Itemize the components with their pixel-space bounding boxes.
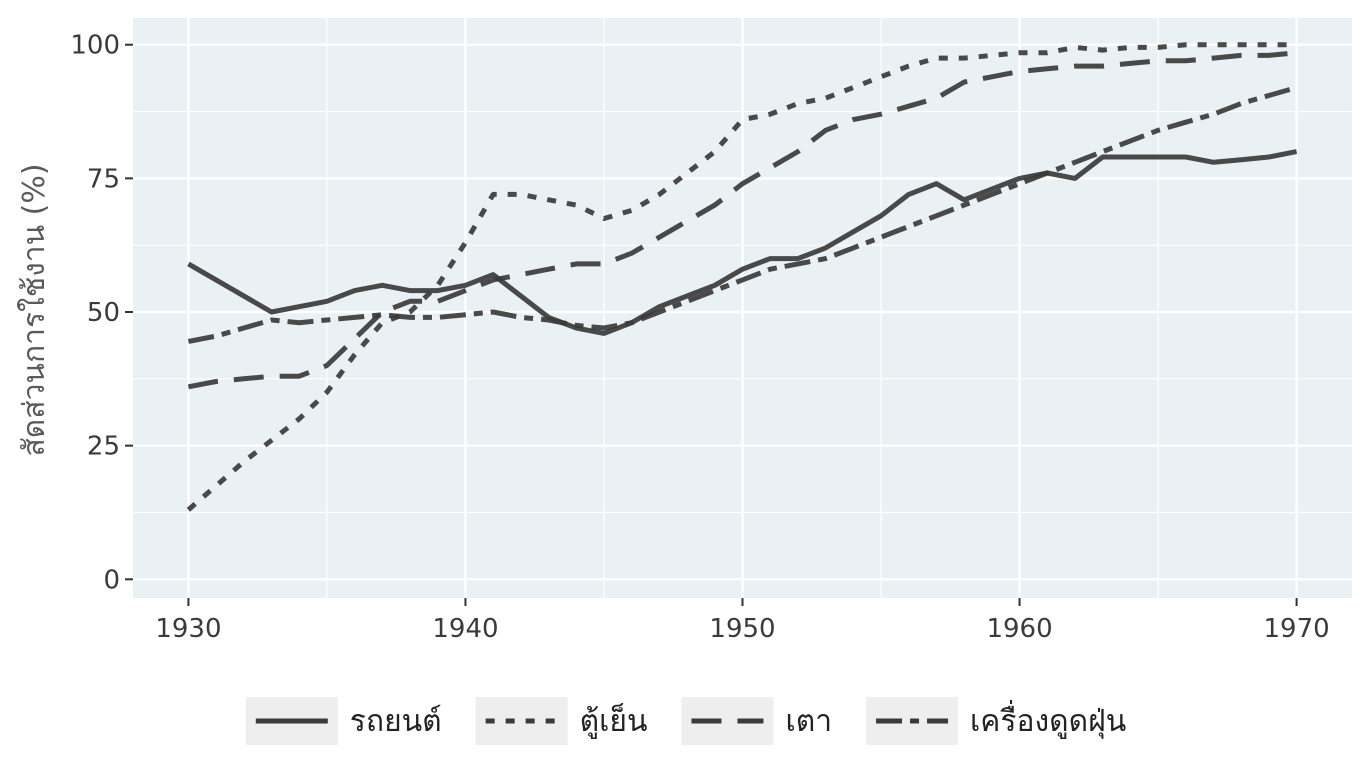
x-tick-label: 1940 bbox=[432, 614, 498, 644]
series-lines bbox=[186, 42, 1298, 512]
legend: รถยนต์ ตู้เย็น เตา เครื่องดูดฝุ่น bbox=[245, 697, 1126, 745]
legend-label: รถยนต์ bbox=[350, 704, 442, 739]
x-tick-label: 1970 bbox=[1264, 614, 1330, 644]
grid-lines bbox=[133, 18, 1352, 598]
series-line-4 bbox=[187, 85, 1298, 344]
series-line-3 bbox=[187, 50, 1297, 390]
x-tick-label: 1950 bbox=[709, 614, 775, 644]
legend-label: เครื่องดูดฝุ่น bbox=[970, 700, 1126, 740]
legend-label: ตู้เย็น bbox=[580, 702, 648, 739]
y-tick-label: 0 bbox=[103, 565, 120, 595]
legend-label: เตา bbox=[785, 704, 832, 739]
axis-ticks: 0 25 50 75 100 1930 1940 1950 1960 1970 bbox=[70, 31, 1329, 644]
series-line-1 bbox=[187, 149, 1298, 336]
y-tick-label: 100 bbox=[70, 31, 120, 61]
x-tick-label: 1960 bbox=[986, 614, 1052, 644]
y-tick-label: 50 bbox=[87, 298, 120, 328]
y-axis-title: สัดส่วนการใช้งาน (%) bbox=[17, 163, 52, 456]
x-tick-label: 1930 bbox=[155, 614, 221, 644]
y-tick-label: 75 bbox=[87, 164, 120, 194]
y-tick-label: 25 bbox=[87, 432, 120, 462]
